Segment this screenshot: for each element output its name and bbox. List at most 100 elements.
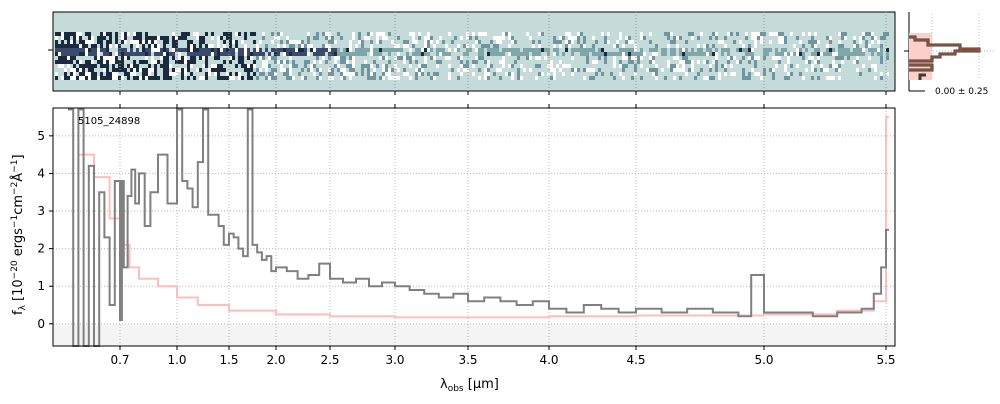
2d-pixel: [463, 52, 466, 56]
2d-pixel: [838, 68, 841, 72]
2d-pixel: [358, 48, 361, 52]
2d-pixel: [133, 64, 136, 68]
2d-pixel: [334, 52, 337, 56]
2d-pixel: [475, 56, 478, 60]
2d-pixel: [829, 48, 832, 52]
2d-pixel: [82, 76, 85, 80]
2d-pixel: [595, 52, 598, 56]
2d-pixel: [505, 72, 508, 76]
2d-pixel: [106, 60, 109, 64]
2d-pixel: [829, 36, 832, 40]
2d-pixel: [58, 52, 61, 56]
2d-pixel: [412, 36, 415, 40]
2d-pixel: [211, 68, 214, 72]
2d-pixel: [814, 32, 817, 36]
2d-pixel: [673, 76, 676, 80]
2d-pixel: [568, 44, 571, 48]
2d-pixel: [184, 32, 187, 36]
2d-pixel: [247, 68, 250, 72]
2d-pixel: [571, 68, 574, 72]
2d-pixel: [820, 52, 823, 56]
2d-pixel: [76, 48, 79, 52]
2d-pixel: [508, 44, 511, 48]
2d-pixel: [286, 36, 289, 40]
2d-pixel: [811, 40, 814, 44]
2d-pixel: [418, 64, 421, 68]
2d-pixel: [562, 36, 565, 40]
2d-pixel: [226, 32, 229, 36]
2d-pixel: [223, 32, 226, 36]
2d-pixel: [148, 44, 151, 48]
2d-pixel: [307, 44, 310, 48]
2d-pixel: [619, 36, 622, 40]
2d-pixel: [55, 48, 58, 52]
2d-pixel: [367, 48, 370, 52]
2d-pixel: [340, 68, 343, 72]
2d-pixel: [712, 52, 715, 56]
2d-pixel: [382, 64, 385, 68]
2d-pixel: [355, 52, 358, 56]
2d-pixel: [793, 52, 796, 56]
2d-pixel: [181, 36, 184, 40]
2d-pixel: [211, 32, 214, 36]
2d-pixel: [712, 32, 715, 36]
2d-pixel: [784, 36, 787, 40]
2d-pixel: [538, 40, 541, 44]
2d-pixel: [55, 76, 58, 80]
2d-pixel: [67, 76, 70, 80]
2d-pixel: [631, 52, 634, 56]
2d-pixel: [667, 60, 670, 64]
2d-pixel: [178, 36, 181, 40]
2d-pixel: [547, 72, 550, 76]
2d-pixel: [577, 68, 580, 72]
2d-pixel: [121, 64, 124, 68]
2d-pixel: [193, 60, 196, 64]
2d-pixel: [325, 48, 328, 52]
2d-pixel: [406, 40, 409, 44]
2d-pixel: [187, 44, 190, 48]
2d-pixel: [244, 52, 247, 56]
2d-pixel: [361, 52, 364, 56]
2d-pixel: [679, 52, 682, 56]
2d-pixel: [295, 52, 298, 56]
2d-pixel: [709, 52, 712, 56]
2d-pixel: [79, 48, 82, 52]
2d-pixel: [163, 72, 166, 76]
2d-pixel: [103, 56, 106, 60]
y-tick-label: 1: [37, 279, 45, 293]
2d-pixel: [76, 60, 79, 64]
2d-pixel: [211, 52, 214, 56]
2d-pixel: [787, 60, 790, 64]
2d-pixel: [253, 52, 256, 56]
2d-pixel: [100, 32, 103, 36]
2d-pixel: [457, 56, 460, 60]
2d-pixel: [193, 48, 196, 52]
2d-pixel: [76, 68, 79, 72]
2d-pixel: [70, 48, 73, 52]
2d-pixel: [382, 32, 385, 36]
2d-pixel: [244, 36, 247, 40]
2d-pixel: [232, 48, 235, 52]
2d-pixel: [304, 48, 307, 52]
2d-pixel: [400, 56, 403, 60]
2d-pixel: [337, 64, 340, 68]
2d-pixel: [136, 44, 139, 48]
2d-pixel: [82, 40, 85, 44]
2d-pixel: [469, 48, 472, 52]
2d-pixel: [280, 68, 283, 72]
2d-pixel: [58, 48, 61, 52]
2d-pixel: [508, 32, 511, 36]
2d-pixel: [295, 40, 298, 44]
2d-pixel: [415, 52, 418, 56]
2d-pixel: [556, 48, 559, 52]
2d-pixel: [196, 52, 199, 56]
2d-pixel: [142, 48, 145, 52]
2d-pixel: [325, 36, 328, 40]
2d-pixel: [55, 32, 58, 36]
2d-pixel: [196, 68, 199, 72]
2d-pixel: [556, 64, 559, 68]
2d-pixel: [262, 32, 265, 36]
2d-pixel: [124, 52, 127, 56]
2d-pixel: [85, 32, 88, 36]
